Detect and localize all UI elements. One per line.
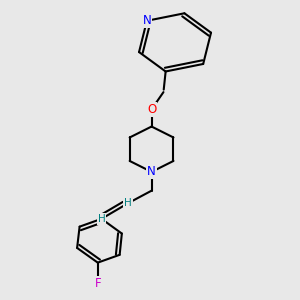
Text: N: N [142, 14, 151, 27]
Text: N: N [147, 165, 156, 178]
Text: O: O [147, 103, 156, 116]
Text: F: F [94, 277, 101, 290]
Text: H: H [124, 198, 132, 208]
Text: H: H [98, 214, 105, 224]
